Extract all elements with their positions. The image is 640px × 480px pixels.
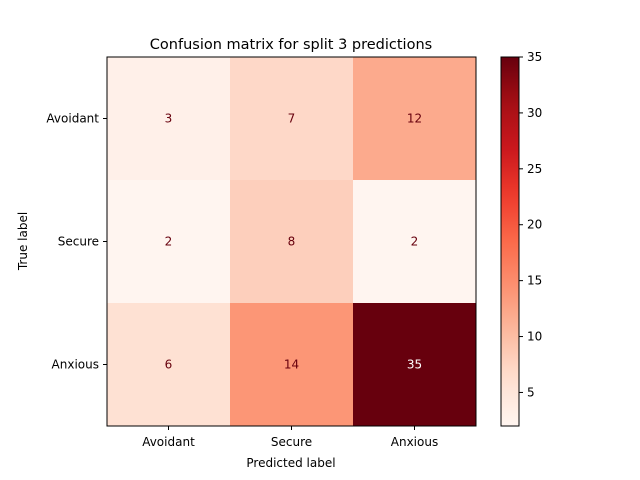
- colorbar-tick-label: 25: [527, 162, 542, 176]
- colorbar-tick-label: 35: [527, 50, 542, 64]
- cell-value-label: 6: [165, 358, 173, 372]
- heatmap-cell: [353, 57, 477, 181]
- cell-value-label: 2: [165, 235, 173, 249]
- x-axis-label: Predicted label: [246, 456, 335, 470]
- heatmap-cell: [230, 303, 354, 427]
- cell-value-label: 2: [411, 235, 419, 249]
- colorbar-ticks: 5 10 15 20 25 30 35: [519, 50, 542, 399]
- y-tick-label: Anxious: [52, 358, 99, 372]
- colorbar-tick-label: 10: [527, 330, 542, 344]
- y-tick-label: Secure: [58, 235, 99, 249]
- x-tick-label: Secure: [271, 435, 312, 449]
- x-tick-label: Avoidant: [142, 435, 195, 449]
- heatmap-cell: [107, 180, 231, 304]
- heatmap-cell: [230, 180, 354, 304]
- colorbar: [501, 57, 519, 426]
- cell-value-label: 14: [284, 358, 299, 372]
- cell-value-label: 3: [165, 112, 173, 126]
- x-tick-label: Anxious: [391, 435, 438, 449]
- heatmap-cell: [353, 180, 477, 304]
- colorbar-frame: [500, 56, 520, 427]
- heatmap-cell: [353, 303, 477, 427]
- x-axis-ticks: Avoidant Secure Anxious: [142, 426, 438, 449]
- cell-value-label: 7: [288, 112, 296, 126]
- heatmap-cell: [107, 303, 231, 427]
- colorbar-tick-label: 15: [527, 274, 542, 288]
- y-tick-label: Avoidant: [46, 112, 99, 126]
- cell-value-label: 8: [288, 235, 296, 249]
- heatmap-cell: [107, 57, 231, 181]
- colorbar-tick-label: 30: [527, 106, 542, 120]
- heatmap-cell: [230, 57, 354, 181]
- chart-title: Confusion matrix for split 3 predictions: [150, 37, 432, 53]
- colorbar-tick-label: 5: [527, 385, 535, 399]
- cell-value-label: 35: [407, 358, 422, 372]
- colorbar-tick-label: 20: [527, 218, 542, 232]
- y-axis-ticks: Avoidant Secure Anxious: [46, 112, 107, 372]
- heatmap-cells: 3 7 12 2 8 2 6 14 35: [107, 57, 477, 427]
- y-axis-label: True label: [16, 212, 30, 271]
- cell-value-label: 12: [407, 112, 422, 126]
